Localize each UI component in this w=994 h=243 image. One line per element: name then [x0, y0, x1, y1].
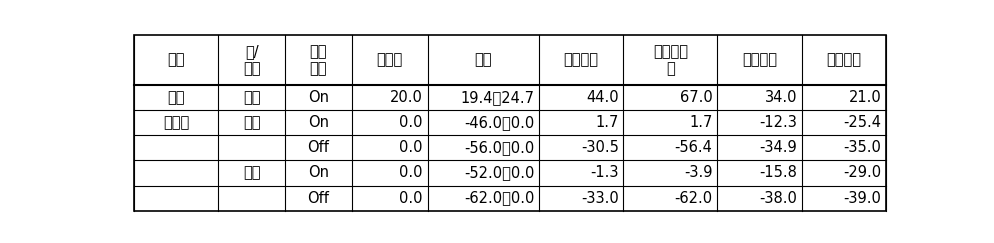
Text: 적외센서: 적외센서	[742, 52, 776, 67]
Text: 34.0: 34.0	[763, 90, 796, 105]
Text: -33.0: -33.0	[580, 191, 618, 206]
Text: -3.9: -3.9	[683, 165, 712, 181]
Text: 44.0: 44.0	[585, 90, 618, 105]
Text: On: On	[307, 165, 329, 181]
Text: -38.0: -38.0	[758, 191, 796, 206]
Text: Off: Off	[307, 140, 329, 155]
Text: 21.0: 21.0	[848, 90, 881, 105]
Text: 모듈
전원: 모듈 전원	[309, 44, 327, 76]
Text: 탑재보드: 탑재보드	[564, 52, 598, 67]
Text: -12.3: -12.3	[758, 115, 796, 130]
Text: 라디오미
터: 라디오미 터	[652, 44, 687, 76]
Text: 주간: 주간	[243, 90, 260, 105]
Text: -62.0～0.0: -62.0～0.0	[463, 191, 534, 206]
Text: 주/
야간: 주/ 야간	[243, 44, 260, 76]
Text: 복사센서: 복사센서	[826, 52, 861, 67]
Text: 20.0: 20.0	[390, 90, 422, 105]
Text: 1.7: 1.7	[688, 115, 712, 130]
Text: -62.0: -62.0	[674, 191, 712, 206]
Text: -34.9: -34.9	[758, 140, 796, 155]
Text: -56.4: -56.4	[674, 140, 712, 155]
Text: 1.7: 1.7	[594, 115, 618, 130]
Text: 0.0: 0.0	[399, 140, 422, 155]
Text: On: On	[307, 115, 329, 130]
Text: -1.3: -1.3	[589, 165, 618, 181]
Text: 19.4～24.7: 19.4～24.7	[460, 90, 534, 105]
Text: 0.0: 0.0	[399, 115, 422, 130]
Text: -15.8: -15.8	[758, 165, 796, 181]
Text: 0.0: 0.0	[399, 165, 422, 181]
Text: On: On	[307, 90, 329, 105]
Text: -56.0～0.0: -56.0～0.0	[463, 140, 534, 155]
Text: -25.4: -25.4	[843, 115, 881, 130]
Text: -46.0～0.0: -46.0～0.0	[463, 115, 534, 130]
Text: 고도: 고도	[167, 52, 185, 67]
Text: Off: Off	[307, 191, 329, 206]
Text: -35.0: -35.0	[843, 140, 881, 155]
Text: 본체: 본체	[474, 52, 491, 67]
Text: 0.0: 0.0	[399, 191, 422, 206]
Text: 성층권: 성층권	[163, 115, 189, 130]
Text: 주간: 주간	[243, 115, 260, 130]
Text: -39.0: -39.0	[843, 191, 881, 206]
Text: 야간: 야간	[243, 165, 260, 181]
Text: 67.0: 67.0	[679, 90, 712, 105]
Text: -52.0～0.0: -52.0～0.0	[463, 165, 534, 181]
Text: -29.0: -29.0	[843, 165, 881, 181]
Text: 비행체: 비행체	[376, 52, 403, 67]
Text: -30.5: -30.5	[580, 140, 618, 155]
Text: 지상: 지상	[167, 90, 185, 105]
